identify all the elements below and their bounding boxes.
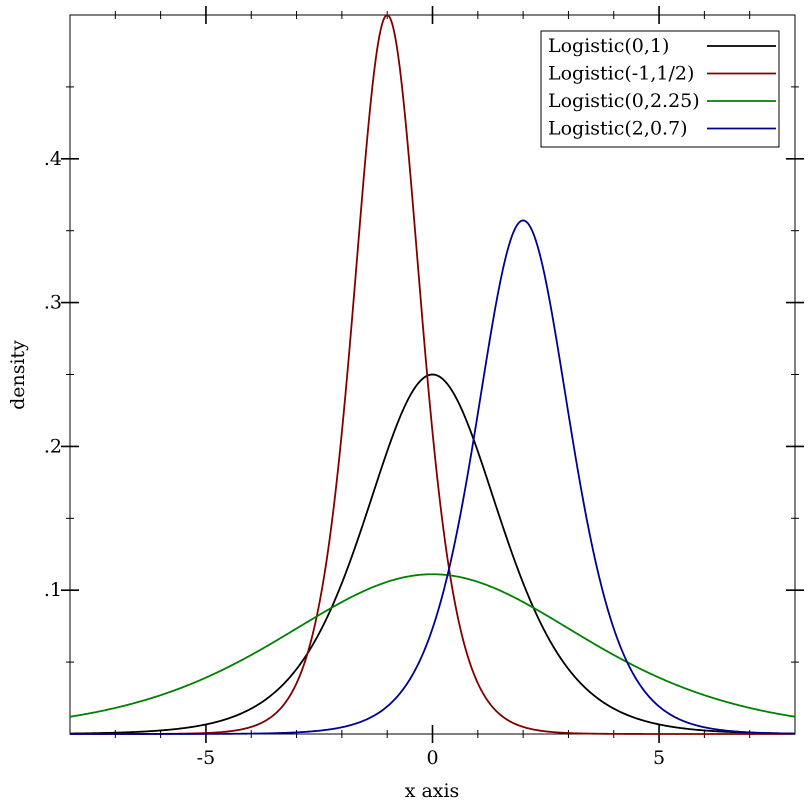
x-tick-label: -5 (197, 747, 216, 769)
legend: Logistic(0,1) Logistic(-1,1/2) Logistic(0,… (540, 30, 780, 148)
x-axis-label: x axis (405, 780, 460, 802)
series-line (69, 573, 796, 718)
series-layer (69, 14, 796, 735)
y-axis-label: density (7, 340, 29, 410)
x-tick-label: 0 (426, 747, 438, 769)
series-line (69, 373, 796, 735)
tick-labels: -5 0 5 .1 .2 .3 .4 (44, 148, 665, 769)
legend-label: Logistic(0,1) (548, 35, 669, 57)
x-tick-label: 5 (653, 747, 665, 769)
series-line (70, 219, 796, 735)
legend-label: Logistic(-1,1/2) (548, 63, 694, 85)
y-tick-label: .3 (44, 292, 62, 314)
axis-ticks (61, 6, 804, 743)
legend-label: Logistic(0,2.25) (548, 90, 700, 112)
y-tick-label: .2 (44, 435, 62, 457)
y-tick-label: .4 (44, 148, 62, 170)
legend-label: Logistic(2,0.7) (548, 118, 688, 140)
y-tick-label: .1 (44, 579, 62, 601)
